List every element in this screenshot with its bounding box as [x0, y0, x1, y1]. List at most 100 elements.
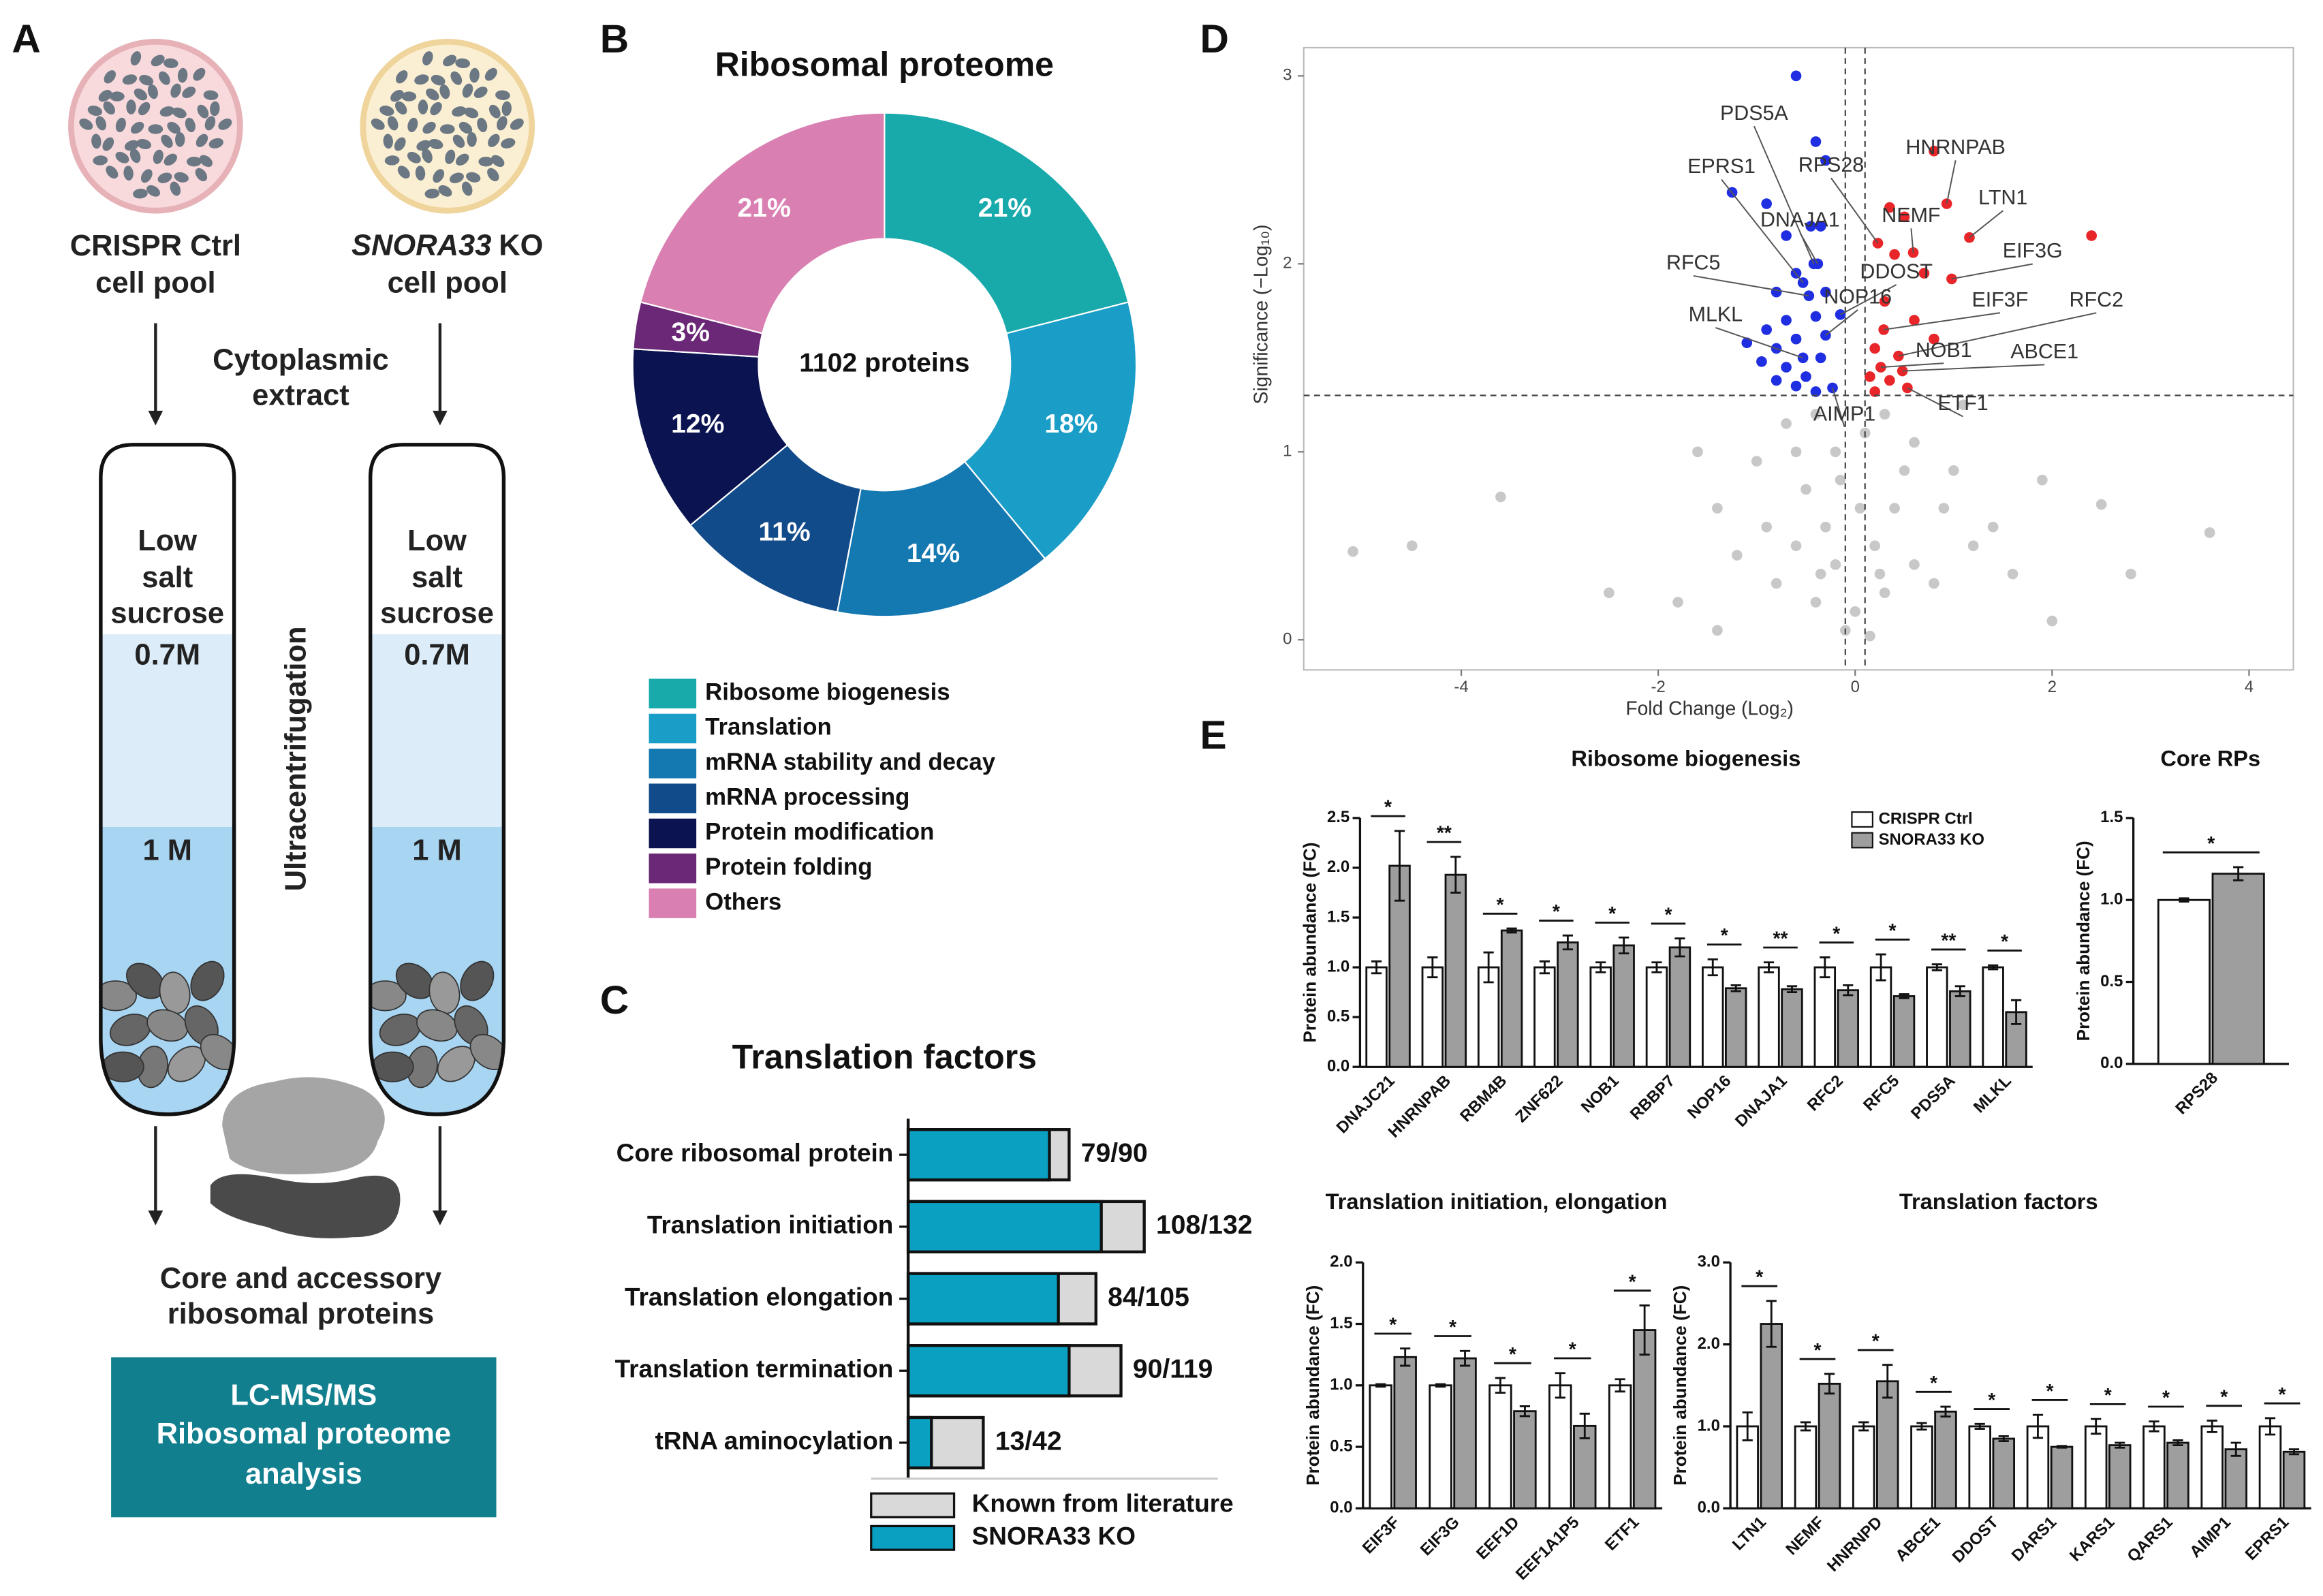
cell [450, 71, 463, 85]
point [1604, 587, 1615, 599]
legend-label: Protein folding [705, 854, 872, 880]
protein-blob [222, 1077, 385, 1175]
annotation-leader [1880, 362, 1944, 369]
cell [469, 67, 480, 83]
y-tick-label: 0.5 [1330, 1437, 1352, 1455]
bar [1429, 1384, 1452, 1509]
ribosome [190, 960, 225, 1001]
point [1909, 437, 1920, 448]
point [1815, 221, 1826, 232]
cell [461, 181, 473, 196]
ribosome [428, 971, 461, 1014]
error-bar [1998, 1435, 2009, 1443]
y-tick-label: 2 [1283, 254, 1292, 272]
significance-star: * [1872, 1330, 1880, 1352]
cell [126, 99, 136, 114]
cell [147, 84, 158, 99]
point [1692, 446, 1703, 458]
point [1406, 540, 1418, 552]
error-bar [1730, 984, 1741, 992]
slice-label: 12% [671, 409, 724, 439]
y-tick-label: 1.5 [2100, 808, 2123, 826]
y-tick-label: 3 [1283, 66, 1292, 84]
cell [163, 58, 178, 69]
point [1929, 578, 1939, 589]
error-bar [1375, 1383, 1386, 1388]
point [1869, 386, 1880, 397]
bar [1548, 1384, 1572, 1509]
cell [203, 90, 219, 100]
cell [384, 155, 400, 166]
chart-title: Ribosomal proteome [715, 45, 1054, 83]
analysis-box [111, 1357, 497, 1518]
point [1810, 409, 1822, 420]
significance-star: * [1449, 1316, 1456, 1338]
x-tick-label: RBBP7 [1627, 1071, 1679, 1123]
error-bar [1394, 830, 1405, 902]
annotation-leader [1902, 364, 2045, 372]
y-axis-label: Protein abundance (FC) [1300, 842, 1320, 1042]
point [1495, 491, 1506, 503]
tube-label: Low [138, 525, 197, 557]
error-bar [1519, 1405, 1531, 1418]
bar [1992, 1437, 2016, 1509]
significance-star: * [2162, 1387, 2170, 1409]
cell [174, 172, 189, 183]
pie-slice [836, 460, 1046, 618]
cell [123, 166, 134, 181]
x-tick-label: DNAJA1 [1732, 1071, 1791, 1131]
error-bar [1450, 856, 1461, 894]
point [1854, 503, 1866, 514]
cell [208, 138, 223, 148]
annotation-leader [1825, 309, 1858, 336]
tube-label: sucrose [380, 597, 494, 629]
bar [1724, 987, 1747, 1068]
pie-slice [632, 348, 789, 527]
cell [467, 131, 477, 147]
significance-star: * [1930, 1372, 1937, 1394]
error-bar [1763, 961, 1775, 973]
cell [153, 149, 163, 164]
annotation-leader [1840, 284, 1897, 315]
dish-label: cell pool [95, 266, 215, 299]
cell [433, 169, 445, 183]
slice-label: 11% [759, 518, 811, 547]
cell [407, 117, 418, 133]
error-bar [2056, 1445, 2068, 1449]
x-tick-label: RFC5 [1860, 1071, 1903, 1114]
point [1987, 521, 1999, 533]
y-tick-label: 1.0 [1327, 957, 1350, 975]
bar [1668, 946, 1691, 1068]
cell [390, 89, 404, 102]
analysis-label: Ribosomal proteome [157, 1418, 452, 1450]
bar [1645, 966, 1668, 1068]
x-tick-label: EEF1A1P5 [1512, 1513, 1583, 1584]
point [1865, 371, 1875, 382]
tube-content [370, 634, 504, 1114]
legend-label: mRNA stability and decay [705, 749, 996, 775]
error-bar [1800, 1421, 1811, 1432]
cell [163, 153, 177, 166]
legend-label: SNORA33 KO [972, 1522, 1136, 1550]
x-tick-label: MLKL [1970, 1071, 2015, 1116]
y-axis-label: Protein abundance (FC) [2073, 841, 2093, 1041]
point [1929, 333, 1939, 345]
cell [488, 104, 501, 119]
point [1869, 540, 1880, 552]
cell [182, 87, 196, 98]
cell [146, 185, 161, 197]
cell [422, 51, 433, 66]
y-tick-label: 2.0 [1327, 858, 1350, 876]
point [1820, 286, 1831, 298]
tube-label: 0.7M [404, 638, 470, 671]
error-bar [2010, 999, 2022, 1025]
significance-star: * [2278, 1383, 2286, 1405]
point [1909, 315, 1920, 326]
error-bar [1371, 960, 1382, 975]
cell [473, 87, 488, 98]
point [2046, 615, 2058, 627]
point [1790, 446, 1802, 458]
annotation-leader [1946, 160, 1956, 204]
